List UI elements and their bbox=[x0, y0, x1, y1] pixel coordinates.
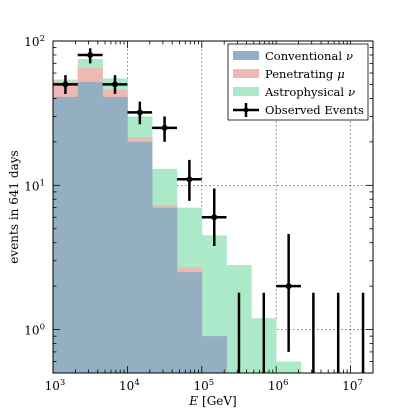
bar bbox=[127, 141, 153, 373]
y-tick-label: 101 bbox=[24, 178, 45, 193]
observed-point bbox=[152, 116, 177, 142]
y-tick-label: 102 bbox=[24, 34, 45, 49]
observed-events bbox=[53, 48, 365, 373]
observed-marker bbox=[136, 109, 143, 116]
observed-point bbox=[176, 159, 202, 201]
x-axis-unit: [GeV] bbox=[202, 394, 237, 408]
series-conventional bbox=[53, 81, 227, 373]
x-tick-label: 107 bbox=[342, 378, 363, 393]
bar bbox=[77, 81, 103, 373]
tick-labels: 103 104 105 106 107 100 101 102 bbox=[24, 34, 363, 393]
legend-label-astrophysical: Astrophysical ν bbox=[264, 85, 355, 99]
legend-label-observed: Observed Events bbox=[265, 103, 364, 117]
axis-ticks bbox=[52, 40, 374, 374]
x-tick-label: 105 bbox=[193, 378, 214, 393]
legend-label-conventional: Conventional ν bbox=[265, 49, 353, 63]
observed-point bbox=[276, 233, 301, 352]
observed-marker bbox=[211, 214, 218, 221]
observed-marker bbox=[161, 124, 168, 131]
plot-frame bbox=[52, 40, 374, 374]
x-axis-variable: E bbox=[188, 394, 198, 408]
legend-label-penetrating: Penetrating μ bbox=[265, 67, 345, 81]
observed-marker bbox=[285, 283, 292, 290]
y-tick-label: 100 bbox=[24, 323, 45, 338]
bar bbox=[53, 96, 79, 373]
y-axis-title: events in 641 days bbox=[7, 150, 21, 263]
x-tick-label: 103 bbox=[45, 378, 66, 393]
legend-marker-observed bbox=[233, 103, 259, 117]
x-tick-label: 106 bbox=[268, 378, 289, 393]
observed-point bbox=[53, 75, 78, 94]
bar bbox=[201, 336, 227, 373]
observed-point bbox=[102, 75, 128, 94]
x-tick-label: 104 bbox=[119, 378, 140, 393]
legend: Conventional ν Penetrating μ Astrophysical… bbox=[227, 43, 369, 121]
observed-point bbox=[127, 101, 153, 125]
observed-point bbox=[77, 48, 103, 64]
bar bbox=[176, 272, 203, 373]
legend-swatch-astrophysical bbox=[233, 87, 259, 96]
legend-swatch-conventional bbox=[233, 51, 259, 60]
bar bbox=[102, 96, 128, 373]
observed-marker bbox=[62, 81, 69, 88]
observed-point bbox=[201, 188, 227, 246]
histogram bbox=[53, 59, 302, 373]
bar bbox=[276, 361, 302, 373]
observed-marker bbox=[111, 81, 118, 88]
observed-marker bbox=[186, 176, 193, 183]
x-axis-title: E [GeV] bbox=[188, 394, 236, 408]
observed-marker bbox=[87, 51, 94, 58]
legend-swatch-penetrating bbox=[233, 69, 259, 78]
bar bbox=[152, 207, 178, 373]
